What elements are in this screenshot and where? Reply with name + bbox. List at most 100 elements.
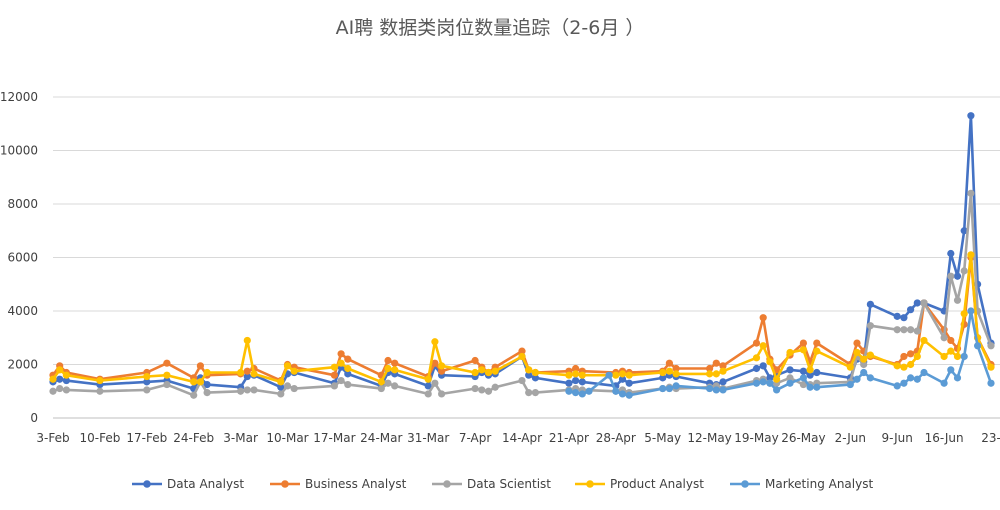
data-point <box>719 367 727 375</box>
data-point <box>243 336 251 345</box>
data-point <box>813 347 821 355</box>
data-point <box>337 350 345 358</box>
data-point <box>719 378 727 386</box>
data-point <box>752 339 761 347</box>
data-point <box>330 382 338 390</box>
data-point <box>967 189 975 197</box>
data-point <box>578 378 586 386</box>
series-marketing-analyst <box>565 307 995 399</box>
data-point <box>491 367 499 375</box>
data-point <box>866 322 875 330</box>
data-point <box>806 371 814 379</box>
data-point <box>987 379 995 387</box>
data-point <box>250 386 258 394</box>
data-point <box>56 366 64 374</box>
data-point <box>431 359 439 367</box>
x-tick-label: 2-Jun <box>835 431 866 445</box>
data-point <box>665 359 674 367</box>
legend-entry: Business Analyst <box>270 477 407 491</box>
data-point <box>907 350 915 358</box>
data-point <box>967 251 975 259</box>
x-tick-label: 10-Feb <box>79 431 120 445</box>
x-tick-label: 17-Feb <box>126 431 167 445</box>
data-point <box>391 382 399 390</box>
data-point <box>525 388 533 397</box>
data-point <box>752 364 761 373</box>
data-point <box>960 352 968 361</box>
data-point <box>759 362 767 370</box>
x-tick-label: 19-May <box>734 431 778 445</box>
data-point <box>384 356 392 365</box>
data-point <box>525 366 533 374</box>
data-point <box>203 368 211 377</box>
x-tick-label: 26-May <box>781 431 825 445</box>
legend-entry: Data Analyst <box>132 477 244 491</box>
data-point <box>491 383 499 391</box>
data-point <box>860 368 868 377</box>
data-point <box>424 375 432 383</box>
data-point <box>330 363 338 371</box>
data-point <box>846 380 854 389</box>
data-point <box>913 299 921 307</box>
data-point <box>759 342 767 350</box>
data-point <box>377 378 385 386</box>
data-point <box>578 390 586 398</box>
y-tick-label: 6000 <box>7 251 38 265</box>
data-point <box>531 374 540 382</box>
x-tick-label: 21-Apr <box>549 431 589 445</box>
x-tick-label: 31-Mar <box>407 431 449 445</box>
x-tick-label: 5-May <box>644 431 681 445</box>
series-product-analyst <box>49 251 995 386</box>
data-point <box>377 384 385 393</box>
data-point <box>62 376 70 385</box>
legend-label: Marketing Analyst <box>765 477 873 491</box>
data-point <box>203 388 211 397</box>
data-point <box>773 375 781 383</box>
data-point <box>719 362 727 370</box>
data-point <box>907 374 915 382</box>
data-point <box>49 387 57 395</box>
data-point <box>391 359 399 367</box>
x-tick-label: 17-Mar <box>313 431 355 445</box>
y-tick-label: 10000 <box>0 144 38 158</box>
data-point <box>799 367 808 375</box>
data-point <box>853 339 861 347</box>
data-point <box>960 227 968 235</box>
data-point <box>330 371 338 379</box>
data-point <box>960 310 968 318</box>
data-point <box>572 370 580 378</box>
data-point <box>853 375 861 383</box>
legend-marker <box>586 480 594 488</box>
data-point <box>766 374 774 382</box>
data-point <box>96 376 104 385</box>
data-point <box>893 382 901 390</box>
data-point <box>565 387 573 395</box>
data-point <box>518 376 526 385</box>
data-point <box>900 314 908 322</box>
x-tick-label: 28-Apr <box>596 431 636 445</box>
data-point <box>953 272 962 280</box>
data-point <box>49 375 57 383</box>
data-point <box>163 359 171 367</box>
x-tick-label: 9-Jun <box>882 431 913 445</box>
data-point <box>605 371 613 379</box>
data-point <box>163 371 171 379</box>
data-point <box>196 362 204 370</box>
data-point <box>203 380 211 389</box>
data-point <box>196 378 204 386</box>
data-point <box>813 368 821 377</box>
data-point <box>920 336 928 345</box>
data-point <box>900 352 908 361</box>
data-point <box>706 370 714 378</box>
data-point <box>759 378 767 386</box>
chart-title: AI聘 数据类岗位数量追踪（2-6月 ） <box>336 17 645 39</box>
data-point <box>940 334 948 342</box>
data-point <box>712 370 720 378</box>
data-point <box>431 379 439 387</box>
data-point <box>907 306 915 314</box>
data-point <box>860 355 868 363</box>
data-point <box>866 300 875 308</box>
data-point <box>672 370 680 378</box>
data-point <box>900 326 908 334</box>
data-point <box>907 326 915 334</box>
